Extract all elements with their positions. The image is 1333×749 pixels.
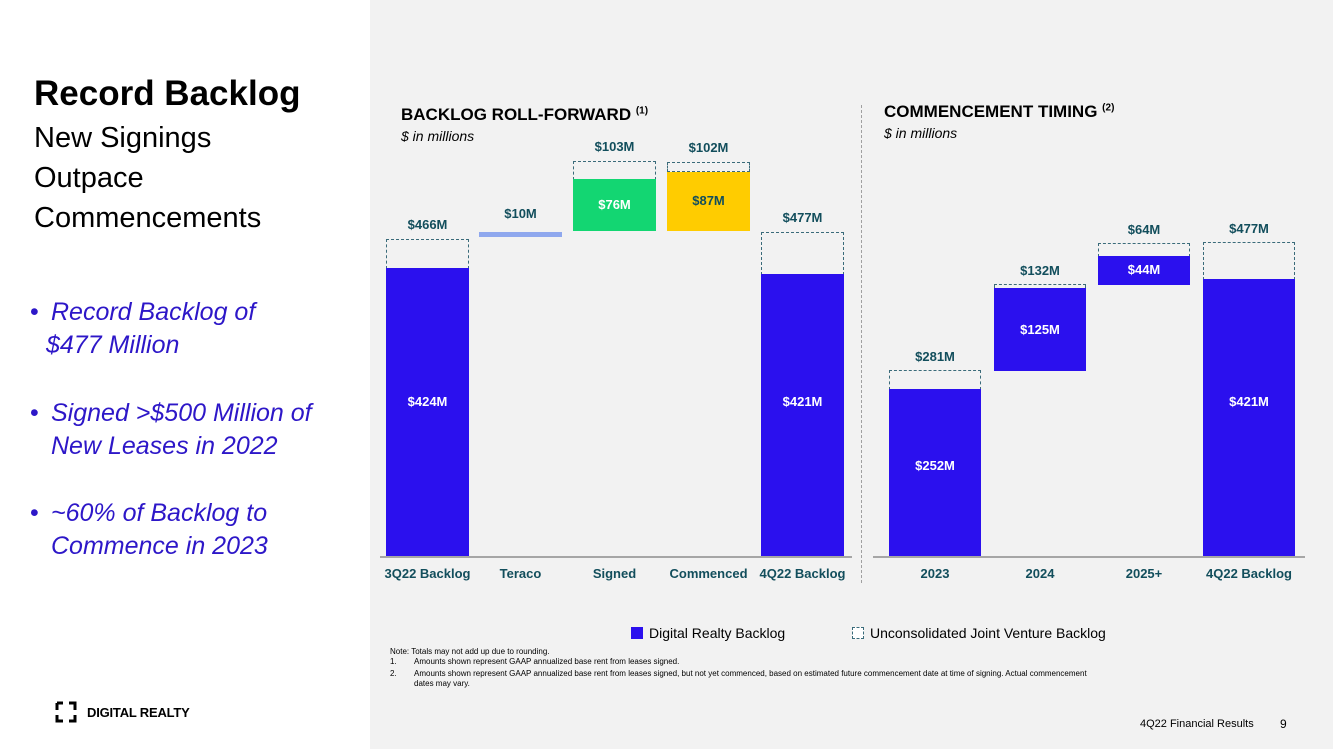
chart1-bar-1 <box>479 232 562 238</box>
bullet-3-line-2: Commence in 2023 <box>51 532 268 560</box>
bracket-logo-icon <box>55 701 77 723</box>
chart2-bar-0 <box>889 389 981 556</box>
chart1-jv-box-2 <box>573 160 656 181</box>
bullet-2-line-2: New Leases in 2022 <box>51 432 278 460</box>
bullet-1-line-1: Record Backlog of <box>51 298 256 326</box>
chart2-x-axis <box>873 556 1305 558</box>
chart1-total-label-3: $102M <box>688 139 729 155</box>
chart2-bar-2 <box>1098 256 1190 285</box>
legend-label-2: Unconsolidated Joint Venture Backlog <box>870 625 1106 641</box>
chart1-footnote: (1) <box>635 105 649 117</box>
bullet-1-line-2: $477 Million <box>46 331 180 359</box>
chart1-category-0: 3Q22 Backlog <box>384 566 471 581</box>
chart2-bar-3 <box>1203 278 1295 556</box>
note-2-text-cont: dates may vary. <box>414 679 470 688</box>
chart2-value-label-1: $125M <box>1020 321 1060 337</box>
chart2-subtitle: $ in millions <box>884 125 958 141</box>
bullet-2-line-1: Signed >$500 Million of <box>51 399 312 427</box>
chart2-total-label-3: $477M <box>1229 220 1269 236</box>
bullet-dot: • <box>30 399 39 427</box>
note-2-number: 2. <box>390 669 397 678</box>
note-1-number: 1. <box>390 657 397 666</box>
chart1-value-label-3: $87M <box>692 193 725 209</box>
chart2-value-label-3: $421M <box>1229 394 1269 409</box>
logo-text: DIGITAL REALTY <box>87 704 190 720</box>
chart1-title-text: BACKLOG ROLL-FORWARD <box>401 105 632 124</box>
chart1-category-2: Signed <box>592 566 637 581</box>
chart1-category-4: 4Q22 Backlog <box>759 566 846 581</box>
chart2-bar-1 <box>994 288 1086 372</box>
chart2-jv-box-2 <box>1098 242 1190 258</box>
chart1-total-label-0: $466M <box>407 217 448 233</box>
chart1-bar-2 <box>573 179 656 231</box>
chart1-bar-3 <box>667 171 750 231</box>
chart1-value-label-0: $424M <box>407 394 448 409</box>
digital-realty-logo: DIGITAL REALTY <box>55 700 190 724</box>
chart1-category-1: Teraco <box>499 566 542 581</box>
page-number: 9 <box>1280 717 1287 731</box>
chart1-x-axis <box>380 556 852 558</box>
chart1-jv-box-3 <box>667 161 750 172</box>
bullet-1: • Record Backlog of $477 Million <box>30 296 255 362</box>
slide-title: Record Backlog <box>34 74 301 113</box>
chart1-bar-0 <box>386 267 469 556</box>
footer-title: 4Q22 Financial Results <box>1140 718 1254 730</box>
chart2-category-2: 2025+ <box>1125 566 1163 581</box>
chart2-title-text: COMMENCEMENT TIMING <box>884 102 1098 121</box>
chart2-value-label-2: $44M <box>1127 262 1161 278</box>
chart1-jv-box-4 <box>761 231 844 275</box>
bullet-3: • ~60% of Backlog to Commence in 2023 <box>30 497 268 563</box>
legend-swatch-solid <box>631 627 643 639</box>
bullet-dot: • <box>30 298 39 326</box>
chart1-title: BACKLOG ROLL-FORWARD (1) <box>401 105 648 125</box>
chart1-value-label-4: $421M <box>782 394 823 409</box>
chart1-subtitle: $ in millions <box>401 128 475 144</box>
slide-subtitle-line-3: Commencements <box>34 202 262 234</box>
chart1-total-label-4: $477M <box>782 209 823 225</box>
chart2-jv-box-3 <box>1203 241 1295 280</box>
bullet-dot: • <box>30 499 39 527</box>
legend-digital-realty-backlog: Digital Realty Backlog <box>631 625 785 641</box>
legend-jv-backlog: Unconsolidated Joint Venture Backlog <box>852 625 1106 641</box>
chart-divider <box>861 105 862 583</box>
legend-label-1: Digital Realty Backlog <box>649 625 786 641</box>
chart2-total-label-2: $64M <box>1127 221 1161 237</box>
bullet-2: • Signed >$500 Million of New Leases in … <box>30 397 312 463</box>
chart2-total-label-0: $281M <box>915 348 955 364</box>
chart1-total-label-2: $103M <box>594 138 635 154</box>
note-2-text: Amounts shown represent GAAP annualized … <box>414 669 1087 678</box>
chart1-value-label-2: $76M <box>598 197 631 213</box>
legend-swatch-dashed <box>852 627 864 639</box>
left-panel <box>0 0 370 749</box>
note-1-text: Amounts shown represent GAAP annualized … <box>414 657 680 666</box>
chart2-footnote: (2) <box>1102 102 1115 114</box>
bullet-3-line-1: ~60% of Backlog to <box>51 499 268 527</box>
chart2-jv-box-0 <box>889 369 981 391</box>
note-rounding: Note: Totals may not add up due to round… <box>390 647 550 656</box>
chart2-category-1: 2024 <box>1025 566 1055 581</box>
chart2-category-3: 4Q22 Backlog <box>1206 566 1292 581</box>
chart2-title: COMMENCEMENT TIMING (2) <box>884 102 1114 122</box>
chart-panel <box>370 0 1333 749</box>
chart1-category-3: Commenced <box>669 566 748 581</box>
chart1-bar-4 <box>761 273 844 556</box>
slide-subtitle-line-1: New Signings <box>34 122 212 154</box>
chart1-jv-box-0 <box>386 239 469 269</box>
chart1-value-label-1: $10M <box>504 206 537 222</box>
chart2-value-label-0: $252M <box>915 458 955 473</box>
slide-subtitle-line-2: Outpace <box>34 162 144 194</box>
chart2-total-label-1: $132M <box>1020 263 1060 278</box>
chart2-category-0: 2023 <box>920 566 950 581</box>
